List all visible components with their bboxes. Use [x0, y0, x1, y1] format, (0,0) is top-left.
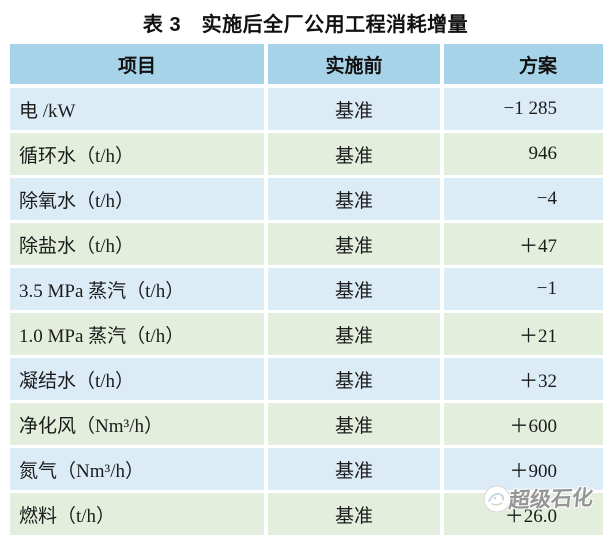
- plan-cell: ＋600: [444, 403, 603, 445]
- plan-cell: ＋47: [444, 223, 603, 265]
- before-cell: 基准: [268, 358, 440, 400]
- item-cell: 1.0 MPa 蒸汽（t/h）: [10, 313, 264, 355]
- before-cell: 基准: [268, 88, 440, 130]
- item-cell: 电 /kW: [10, 88, 264, 130]
- item-cell: 除氧水（t/h）: [10, 178, 264, 220]
- table-row: 除氧水（t/h） 基准 −4: [10, 178, 603, 220]
- item-cell: 氮气（Nm³/h）: [10, 448, 264, 490]
- before-cell: 基准: [268, 403, 440, 445]
- table-row: 净化风（Nm³/h） 基准 ＋600: [10, 403, 603, 445]
- column-header-plan: 方案: [444, 44, 603, 84]
- before-cell: 基准: [268, 268, 440, 310]
- table-row: 电 /kW 基准 −1 285: [10, 88, 603, 130]
- item-cell: 净化风（Nm³/h）: [10, 403, 264, 445]
- plan-cell: 946: [444, 133, 603, 175]
- table-row: 循环水（t/h） 基准 946: [10, 133, 603, 175]
- table-title: 表 3 实施后全厂公用工程消耗增量: [142, 13, 469, 36]
- item-cell: 3.5 MPa 蒸汽（t/h）: [10, 268, 264, 310]
- before-cell: 基准: [268, 133, 440, 175]
- item-cell: 燃料（t/h）: [10, 493, 264, 535]
- item-cell: 除盐水（t/h）: [10, 223, 264, 265]
- plan-cell: ＋900: [444, 448, 603, 490]
- table-row: 燃料（t/h） 基准 ＋26.0: [10, 493, 603, 535]
- before-cell: 基准: [268, 448, 440, 490]
- item-cell: 凝结水（t/h）: [10, 358, 264, 400]
- before-cell: 基准: [268, 313, 440, 355]
- before-cell: 基准: [268, 223, 440, 265]
- table-row: 3.5 MPa 蒸汽（t/h） 基准 −1: [10, 268, 603, 310]
- plan-cell: −1: [444, 268, 603, 310]
- column-header-item: 项目: [10, 44, 264, 84]
- table-body: 电 /kW 基准 −1 285 循环水（t/h） 基准 946 除氧水（t/h） 基准 −4 除盐…: [10, 88, 603, 538]
- item-cell: 循环水（t/h）: [10, 133, 264, 175]
- plan-cell: −1 285: [444, 88, 603, 130]
- table-row: 除盐水（t/h） 基准 ＋47: [10, 223, 603, 265]
- plan-cell: ＋26.0: [444, 493, 603, 535]
- table-row: 1.0 MPa 蒸汽（t/h） 基准 ＋21: [10, 313, 603, 355]
- table-row: 凝结水（t/h） 基准 ＋32: [10, 358, 603, 400]
- table-header-row: 项目 实施前 方案: [10, 44, 603, 84]
- plan-cell: ＋32: [444, 358, 603, 400]
- table-row: 氮气（Nm³/h） 基准 ＋900: [10, 448, 603, 490]
- plan-cell: −4: [444, 178, 603, 220]
- utility-consumption-table: 项目 实施前 方案 电 /kW 基准 −1 285 循环水（t/h） 基准 946 除氧水（…: [10, 44, 603, 538]
- before-cell: 基准: [268, 178, 440, 220]
- column-header-before: 实施前: [268, 44, 440, 84]
- plan-cell: ＋21: [444, 313, 603, 355]
- before-cell: 基准: [268, 493, 440, 535]
